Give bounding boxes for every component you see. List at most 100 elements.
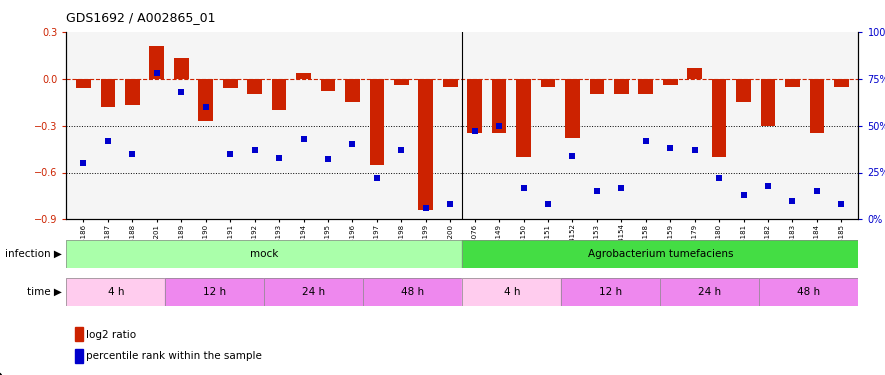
Bar: [66, 278, 165, 306]
Bar: [442, 79, 458, 87]
Point: [736, 192, 750, 198]
Bar: [265, 278, 364, 306]
Text: 24 h: 24 h: [698, 286, 721, 297]
Bar: [467, 79, 482, 134]
Point: [639, 138, 653, 144]
Text: 12 h: 12 h: [204, 286, 227, 297]
Point: [296, 136, 311, 142]
Bar: [75, 349, 83, 363]
Point: [76, 160, 90, 166]
Point: [688, 147, 702, 153]
Point: [101, 138, 115, 144]
Text: 4 h: 4 h: [108, 286, 124, 297]
Bar: [75, 327, 83, 341]
Bar: [660, 278, 759, 306]
Bar: [761, 79, 775, 126]
Bar: [247, 79, 262, 94]
Text: 24 h: 24 h: [303, 286, 326, 297]
Point: [712, 175, 727, 181]
Bar: [223, 79, 237, 88]
Point: [174, 89, 189, 95]
Point: [614, 184, 628, 190]
Point: [835, 201, 849, 207]
Bar: [66, 240, 462, 268]
Text: time ▶: time ▶: [27, 286, 62, 297]
Bar: [76, 79, 91, 88]
Text: 12 h: 12 h: [599, 286, 622, 297]
Bar: [785, 79, 800, 87]
Bar: [198, 79, 213, 121]
Text: 48 h: 48 h: [401, 286, 425, 297]
Point: [394, 147, 408, 153]
Point: [761, 183, 775, 189]
Bar: [638, 79, 653, 94]
Point: [492, 123, 506, 129]
Bar: [736, 79, 750, 102]
Point: [248, 147, 262, 153]
Point: [321, 156, 335, 162]
Bar: [834, 79, 849, 87]
Bar: [759, 278, 858, 306]
Point: [785, 198, 799, 204]
Bar: [660, 278, 759, 306]
Text: 48 h: 48 h: [797, 286, 820, 297]
Point: [517, 184, 531, 190]
Bar: [462, 240, 858, 268]
Bar: [265, 278, 364, 306]
Text: 4 h: 4 h: [504, 286, 520, 297]
Bar: [394, 79, 409, 85]
Bar: [589, 79, 604, 94]
Bar: [66, 278, 165, 306]
Bar: [296, 72, 311, 79]
Bar: [541, 79, 555, 87]
Bar: [320, 79, 335, 91]
Bar: [516, 79, 531, 157]
Bar: [561, 278, 660, 306]
Point: [443, 201, 458, 207]
Bar: [561, 278, 660, 306]
Bar: [614, 79, 628, 94]
Point: [272, 154, 286, 160]
Bar: [759, 278, 858, 306]
Bar: [462, 278, 561, 306]
Bar: [345, 79, 359, 102]
Point: [150, 70, 164, 76]
Text: percentile rank within the sample: percentile rank within the sample: [87, 351, 262, 361]
Text: log2 ratio: log2 ratio: [87, 330, 136, 340]
Point: [419, 205, 433, 211]
Point: [467, 128, 481, 134]
Bar: [663, 79, 678, 85]
Bar: [165, 278, 265, 306]
Point: [663, 145, 677, 151]
Point: [541, 201, 555, 207]
Bar: [566, 79, 580, 138]
Point: [370, 175, 384, 181]
Point: [223, 151, 237, 157]
Point: [810, 188, 824, 194]
Point: [126, 151, 140, 157]
Text: Agrobacterium tumefaciens: Agrobacterium tumefaciens: [588, 249, 733, 259]
Point: [589, 188, 604, 194]
Bar: [364, 278, 462, 306]
Bar: [370, 79, 384, 165]
Bar: [174, 58, 189, 79]
Bar: [810, 79, 824, 134]
Bar: [419, 79, 433, 210]
Text: mock: mock: [250, 249, 279, 259]
Text: GDS1692 / A002865_01: GDS1692 / A002865_01: [66, 11, 216, 24]
Bar: [165, 278, 265, 306]
Point: [198, 104, 212, 110]
Bar: [712, 79, 727, 157]
Bar: [462, 278, 561, 306]
Text: infection ▶: infection ▶: [5, 249, 62, 259]
Bar: [150, 46, 164, 79]
Bar: [462, 240, 858, 268]
Bar: [364, 278, 462, 306]
Bar: [272, 79, 287, 110]
Bar: [66, 240, 462, 268]
Bar: [492, 79, 506, 134]
Bar: [688, 68, 702, 79]
Point: [566, 153, 580, 159]
Point: [345, 141, 359, 147]
Bar: [125, 79, 140, 105]
